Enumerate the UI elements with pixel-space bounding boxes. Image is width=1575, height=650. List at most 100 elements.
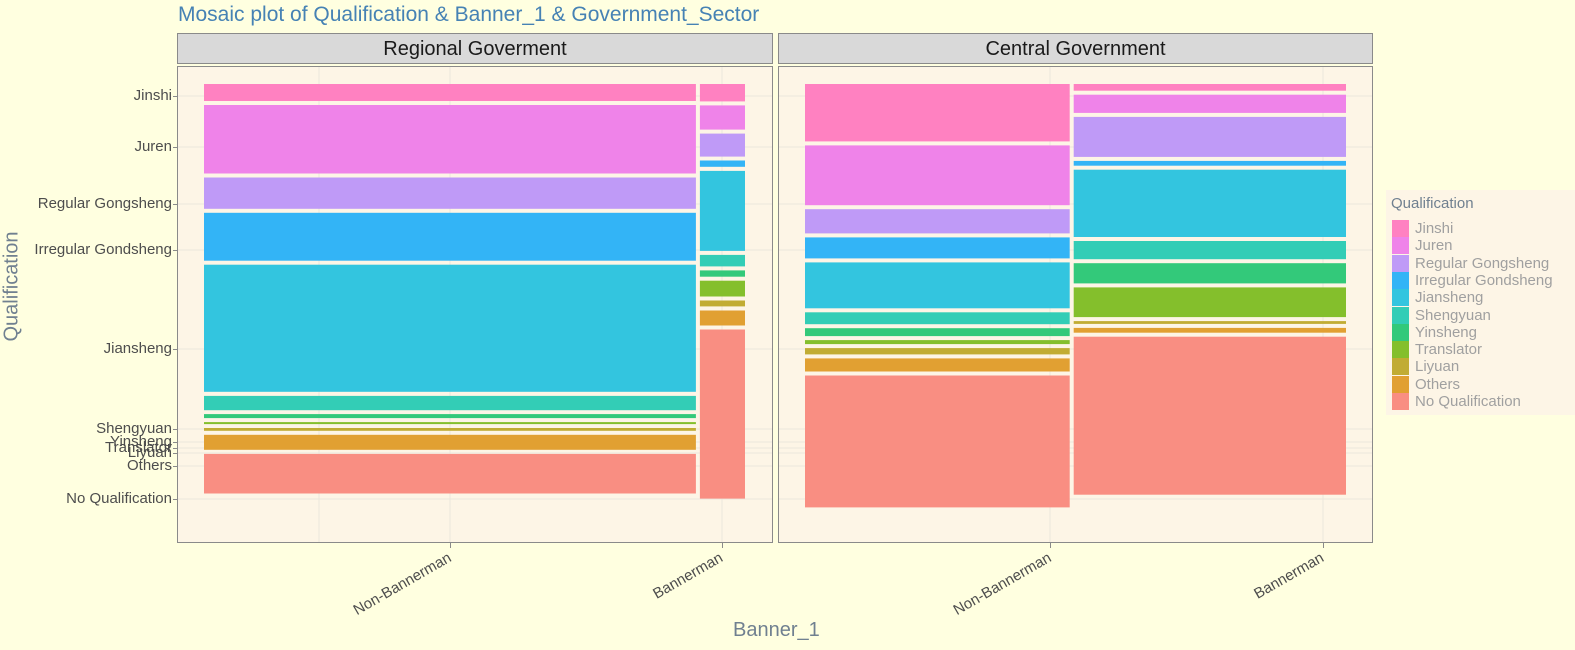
mosaic-tile bbox=[1073, 84, 1346, 91]
y-tick bbox=[173, 349, 178, 350]
mosaic-tile bbox=[1073, 169, 1346, 237]
y-tick-label-no-qualification: No Qualification bbox=[66, 490, 172, 507]
mosaic-tile bbox=[204, 264, 696, 392]
y-tick-label-liyuan: Liyuan bbox=[127, 444, 172, 461]
y-tick-label-yinsheng: Yinsheng bbox=[110, 433, 172, 450]
legend-label: Juren bbox=[1415, 237, 1453, 255]
y-tick bbox=[173, 429, 178, 430]
mosaic-tile bbox=[204, 177, 696, 209]
mosaic-tile bbox=[699, 310, 745, 326]
mosaic-tile bbox=[1073, 327, 1346, 333]
mosaic-tile bbox=[805, 358, 1070, 372]
legend-key bbox=[1392, 375, 1409, 393]
mosaic-tile bbox=[204, 434, 696, 450]
mosaic-tile bbox=[204, 395, 696, 411]
x-tick bbox=[1050, 543, 1051, 548]
legend: Qualification Jinshi Juren Regular Gongshe… bbox=[1386, 190, 1575, 415]
mosaic-tile bbox=[805, 145, 1070, 206]
legend-key bbox=[1392, 220, 1409, 237]
mosaic-tile bbox=[1073, 287, 1346, 318]
mosaic-tile bbox=[699, 105, 745, 130]
y-tick bbox=[173, 204, 178, 205]
y-tick-label-jinshi: Jinshi bbox=[133, 87, 172, 104]
legend-key bbox=[1392, 237, 1409, 255]
x-tick bbox=[1323, 543, 1324, 548]
mosaic-tile bbox=[699, 254, 745, 267]
y-tick-label-jiansheng: Jiansheng bbox=[103, 340, 172, 357]
mosaic-tile bbox=[699, 329, 745, 499]
legend-label: Liyuan bbox=[1415, 358, 1460, 376]
legend-title: Qualification bbox=[1391, 195, 1474, 212]
mosaic-tile bbox=[1073, 94, 1346, 113]
mosaic-tile bbox=[699, 170, 745, 251]
y-axis-title: Qualification bbox=[0, 231, 23, 342]
legend-label: Jiansheng bbox=[1415, 289, 1484, 307]
mosaic-tile bbox=[805, 348, 1070, 355]
legend-label: Regular Gongsheng bbox=[1415, 254, 1550, 272]
chart-title: Mosaic plot of Qualification & Banner_1 … bbox=[178, 3, 760, 26]
y-tick bbox=[173, 442, 178, 443]
mosaic-tile bbox=[204, 428, 696, 431]
legend-key bbox=[1392, 341, 1409, 359]
mosaic-tile bbox=[699, 300, 745, 307]
mosaic-tile bbox=[805, 84, 1070, 142]
legend-key bbox=[1392, 254, 1409, 272]
legend-label: Yinsheng bbox=[1415, 323, 1477, 341]
legend-label: Others bbox=[1415, 375, 1461, 393]
mosaic-tile bbox=[699, 84, 745, 102]
legend-key bbox=[1392, 323, 1409, 341]
mosaic-tile bbox=[204, 212, 696, 261]
facet-strip-regional: Regional Goverment bbox=[177, 33, 773, 64]
mosaic-tile bbox=[805, 262, 1070, 309]
legend-label: Translator bbox=[1415, 341, 1482, 359]
x-axis-title: Banner_1 bbox=[733, 619, 820, 641]
mosaic-tile bbox=[1073, 336, 1346, 495]
mosaic-tile bbox=[699, 160, 745, 167]
legend-key bbox=[1392, 358, 1409, 376]
legend-key bbox=[1392, 271, 1409, 289]
mosaic-tile bbox=[204, 414, 696, 419]
y-tick-label-juren: Juren bbox=[134, 138, 172, 155]
y-tick bbox=[173, 250, 178, 251]
facet-strip-central: Central Government bbox=[778, 33, 1373, 64]
mosaic-tile bbox=[1073, 241, 1346, 260]
legend-key bbox=[1392, 289, 1409, 307]
y-tick-label-irregular-gondsheng: Irregular Gondsheng bbox=[34, 241, 172, 258]
legend-label: Shengyuan bbox=[1415, 306, 1491, 324]
mosaic-tile bbox=[805, 375, 1070, 508]
x-tick bbox=[722, 543, 723, 548]
mosaic-tile bbox=[1073, 321, 1346, 324]
mosaic-tile bbox=[1073, 263, 1346, 284]
mosaic-tile bbox=[699, 270, 745, 277]
y-tick bbox=[173, 448, 178, 449]
y-tick-label-translator: Translator bbox=[105, 439, 172, 456]
mosaic-tile bbox=[805, 328, 1070, 337]
mosaic-tile bbox=[805, 209, 1070, 234]
mosaic-tile bbox=[805, 312, 1070, 325]
mosaic-tile bbox=[1073, 116, 1346, 157]
y-tick bbox=[173, 499, 178, 500]
mosaic-tile bbox=[805, 340, 1070, 345]
legend-label: Irregular Gondsheng bbox=[1415, 271, 1553, 289]
mosaic-tile bbox=[204, 105, 696, 174]
y-tick-label-others: Others bbox=[126, 457, 172, 474]
mosaic-tile bbox=[805, 237, 1070, 259]
mosaic-tile bbox=[204, 453, 696, 494]
y-tick bbox=[173, 96, 178, 97]
legend-label: No Qualification bbox=[1415, 393, 1521, 410]
legend-label: Jinshi bbox=[1415, 220, 1454, 237]
y-tick bbox=[173, 453, 178, 454]
y-tick-label-shengyuan: Shengyuan bbox=[96, 420, 172, 437]
y-tick bbox=[173, 466, 178, 467]
mosaic-tile bbox=[204, 422, 696, 425]
legend-key bbox=[1392, 306, 1409, 324]
mosaic-tile bbox=[699, 280, 745, 297]
mosaic-tile bbox=[204, 84, 696, 101]
mosaic-tile bbox=[1073, 160, 1346, 166]
x-tick bbox=[450, 543, 451, 548]
mosaic-tile bbox=[699, 133, 745, 157]
legend-key bbox=[1392, 393, 1409, 410]
y-tick bbox=[173, 147, 178, 148]
y-tick-label-regular-gongsheng: Regular Gongsheng bbox=[37, 195, 172, 212]
